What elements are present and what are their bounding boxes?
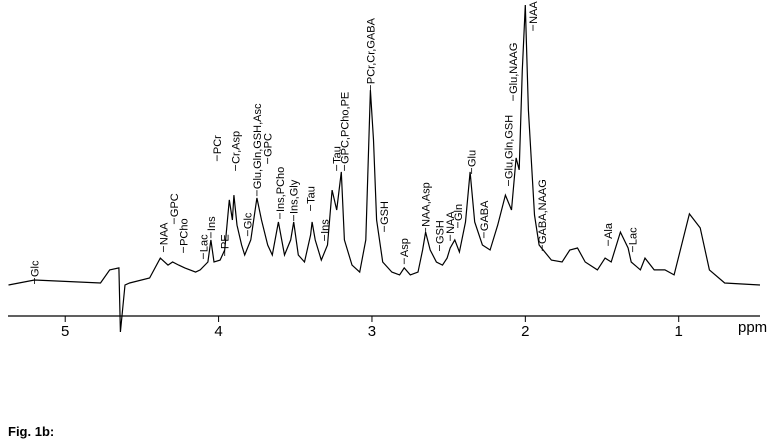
spectrum-line (8, 4, 761, 333)
peak-label: GABA,NAAG (537, 179, 549, 244)
peak-label: Ins,Gly (289, 179, 301, 214)
peak-label: Ins (319, 219, 331, 234)
peak-label: Glu (467, 150, 479, 167)
peak-label: Ins (206, 216, 218, 231)
peak-label: PCr,Cr,GABA (365, 17, 377, 84)
peak-label: Gln (453, 204, 465, 221)
peak-label: Asp (399, 238, 411, 257)
peak-label: Glu,Gln,GSH (504, 115, 516, 179)
peak-label: PCr (212, 135, 224, 154)
x-tick-label: 1 (675, 323, 683, 340)
peak-label: Tau (306, 186, 318, 204)
x-tick-label: 3 (368, 323, 376, 340)
peak-label: Glc (30, 260, 42, 277)
peak-label: Cr,Asp (231, 131, 243, 164)
peak-label: NAA (528, 1, 540, 24)
peak-label: Ala (603, 222, 615, 239)
peak-label: GPC (169, 193, 181, 217)
peak-label: Ins,PCho (275, 167, 287, 212)
peak-label: Lac (628, 227, 640, 245)
peak-label: GSH (379, 201, 391, 225)
caption: Fig. 1b: (8, 424, 54, 439)
peak-label: PE (220, 234, 232, 249)
peak-label: NAA,Asp (421, 182, 433, 227)
peak-label: GSH (434, 220, 446, 244)
peak-label: GPC,PCho,PE (339, 92, 351, 164)
peak-label: GPC (263, 133, 275, 157)
peak-label: Lac (198, 234, 210, 252)
peak-label: Glu,NAAG (508, 43, 520, 94)
peak-label: NAA (158, 222, 170, 245)
peak-label: Glu,Gln,GSH,Asc (252, 103, 264, 189)
peak-label: NAA (445, 211, 457, 234)
x-axis-label: ppm (738, 319, 767, 336)
peak-label: Tau (332, 146, 344, 164)
x-tick-label: 5 (61, 323, 69, 340)
peak-label: PCho (178, 218, 190, 246)
x-tick-label: 4 (214, 323, 222, 340)
peak-label: GABA (479, 200, 491, 231)
x-tick-label: 2 (521, 323, 529, 340)
peak-label: Glc (243, 212, 255, 229)
